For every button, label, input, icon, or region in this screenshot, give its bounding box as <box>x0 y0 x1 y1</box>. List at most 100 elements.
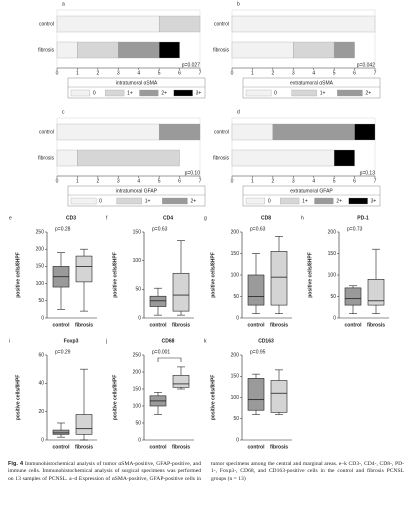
y-tick-label: 50 <box>233 416 239 422</box>
box <box>270 380 288 413</box>
x-tick-label: 3 <box>292 70 295 76</box>
legend-label: 1+ <box>127 90 133 96</box>
x-tick-label: 1 <box>76 70 79 76</box>
bar-segment <box>56 15 160 33</box>
bar-segment <box>158 123 201 141</box>
box <box>247 274 265 306</box>
box <box>75 255 93 283</box>
y-axis-title: positive cells/8HPF <box>15 375 21 421</box>
bar-segment <box>158 15 201 33</box>
panel-title: PD-1 <box>357 215 369 221</box>
x-tick-label: 5 <box>158 178 161 184</box>
y-tick-label: 200 <box>133 369 142 375</box>
panel-letter: i <box>9 338 10 344</box>
y-tick-label: 20 <box>38 409 44 415</box>
box <box>75 414 93 435</box>
y-tick-label: 100 <box>36 281 45 287</box>
caption: Fig. 4 Immunohistochemical analysis of t… <box>8 461 404 511</box>
legend-label: 2+ <box>336 198 342 204</box>
annotation: p=0.027 <box>182 62 200 68</box>
y-tick-label: 100 <box>133 403 142 409</box>
bar-segment <box>272 123 355 141</box>
panel-letter: k <box>204 338 207 344</box>
legend-title: intratumoral αSMA <box>116 80 158 86</box>
x-tick-label: fibrosis <box>172 444 190 450</box>
x-tick-label: control <box>150 444 168 450</box>
legend-swatch <box>116 197 142 205</box>
x-tick-label: 4 <box>312 70 315 76</box>
box <box>172 272 190 312</box>
bar-segment <box>231 123 274 141</box>
y-tick-label: 200 <box>231 229 240 235</box>
panel-letter: b <box>237 1 240 7</box>
x-tick-label: control <box>345 322 363 328</box>
y-axis-title: positive cells/8HPF <box>210 252 216 298</box>
legend-swatch <box>245 89 272 97</box>
legend-swatch <box>70 197 97 205</box>
legend-swatch <box>291 89 317 97</box>
legend-swatch <box>70 89 90 97</box>
bar-segment <box>333 149 355 167</box>
legend-swatch <box>280 197 300 205</box>
annotation: p=0.13 <box>360 170 376 176</box>
legend-label: 2+ <box>161 90 167 96</box>
x-tick-label: 0 <box>56 70 59 76</box>
bar-segment <box>293 41 335 59</box>
annotation: p=0.95 <box>250 349 266 355</box>
box <box>149 295 167 307</box>
panel-title: CD4 <box>163 215 173 221</box>
bar-segment <box>231 15 376 33</box>
y-tick-label: fibrosis <box>213 155 229 161</box>
bar-segment <box>56 123 160 141</box>
y-tick-label: 0 <box>41 437 44 443</box>
y-tick-label: 0 <box>236 315 239 321</box>
y-axis-title: positive cells/8HPF <box>112 375 118 421</box>
x-tick-label: control <box>53 444 71 450</box>
y-tick-label: 100 <box>231 395 240 401</box>
x-tick-label: fibrosis <box>75 322 93 328</box>
caption-text: Immunohistochemical analysis of tumor αS… <box>8 461 404 482</box>
y-tick-label: fibrosis <box>38 47 54 53</box>
bar-segment <box>231 149 335 167</box>
panel-letter: e <box>9 215 12 221</box>
y-tick-label: 40 <box>38 381 44 387</box>
legend-swatch <box>105 89 125 97</box>
annotation: p=0.10 <box>185 170 201 176</box>
y-tick-label: 150 <box>133 229 142 235</box>
box <box>270 251 288 306</box>
annotation: p=0.042 <box>357 62 375 68</box>
panel-title: Foxp3 <box>64 338 79 344</box>
legend-swatch <box>314 197 334 205</box>
legend-box <box>67 77 206 99</box>
y-tick-label: 0 <box>41 315 44 321</box>
bar-segment <box>333 41 355 59</box>
x-tick-label: 3 <box>117 70 120 76</box>
panel-title: CD3 <box>66 215 76 221</box>
panel-letter: j <box>105 338 107 344</box>
significance-bracket <box>157 357 182 362</box>
legend-label: 1+ <box>302 198 308 204</box>
figure: a control fibrosis 0 1 2 3 4 5 6 7 p=0.027 intratumo… <box>9 1 389 450</box>
box <box>52 429 70 435</box>
legend-title: intratumoral GFAP <box>116 188 158 194</box>
y-tick-label: 100 <box>133 258 142 264</box>
legend-box <box>242 185 381 207</box>
y-tick-label: 50 <box>233 294 239 300</box>
y-tick-label: fibrosis <box>213 47 229 53</box>
x-tick-label: 2 <box>271 70 274 76</box>
bar-segment <box>354 123 376 141</box>
bar-segment <box>77 149 180 167</box>
legend-label: 0 <box>93 90 96 96</box>
legend-label: 0 <box>99 198 102 204</box>
y-tick-label: 50 <box>38 298 44 304</box>
x-tick-label: 7 <box>374 178 377 184</box>
legend-label: 2+ <box>190 198 196 204</box>
legend-label: 3+ <box>196 90 202 96</box>
x-tick-label: 4 <box>312 178 315 184</box>
legend-swatch <box>139 89 159 97</box>
y-tick-label: 0 <box>333 315 336 321</box>
x-tick-label: 0 <box>56 178 59 184</box>
y-tick-label: 200 <box>328 229 337 235</box>
panel-letter: h <box>301 215 304 221</box>
x-tick-label: fibrosis <box>367 322 385 328</box>
